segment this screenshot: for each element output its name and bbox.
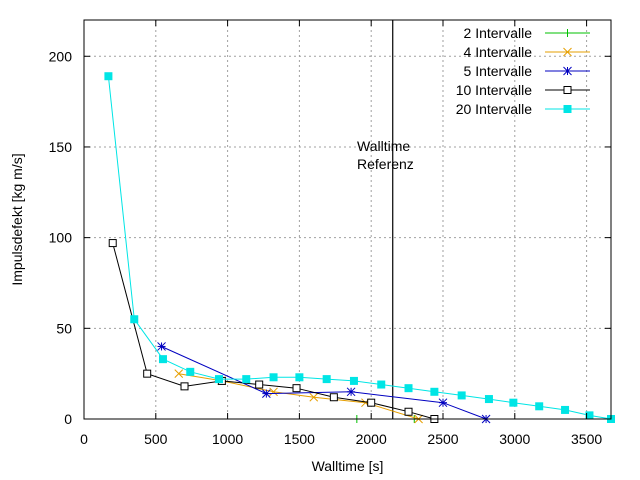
data-point — [292, 384, 301, 393]
data-point — [430, 387, 439, 396]
legend-marker — [563, 66, 572, 76]
data-point — [269, 387, 278, 397]
data-point — [214, 375, 223, 384]
tick-layer: 0 500 1000 1500 2000 2500 3000 3500 0 50 100 150 200 — [49, 20, 611, 447]
data-point — [157, 342, 166, 351]
data-point — [346, 387, 356, 397]
legend-entry: 10 Intervalle — [456, 82, 590, 98]
y-tick-label: 100 — [49, 230, 73, 246]
x-tick-label: 1000 — [212, 431, 243, 447]
legend-marker — [563, 47, 572, 57]
series-4 — [108, 239, 439, 423]
series-layer — [104, 72, 615, 424]
data-point — [404, 384, 413, 393]
legend-label: 2 Intervalle — [464, 25, 533, 41]
x-tick-label: 2000 — [356, 431, 387, 447]
data-point — [484, 395, 493, 404]
legend-label: 20 Intervalle — [456, 101, 532, 117]
data-point — [130, 315, 139, 324]
x-tick-label: 2500 — [427, 431, 458, 447]
x-tick-label: 3000 — [499, 431, 530, 447]
y-axis-label: Impulsdefekt [kg m/s] — [9, 153, 25, 285]
series-line — [107, 76, 612, 420]
data-point — [535, 402, 544, 411]
x-axis-label: Walltime [s] — [312, 458, 384, 474]
legend-label: 10 Intervalle — [456, 82, 532, 98]
x-tick-label: 3500 — [571, 431, 602, 447]
x-tick-label: 0 — [80, 431, 88, 447]
legend-entry: 4 Intervalle — [464, 44, 590, 60]
data-point — [561, 405, 570, 414]
data-point — [329, 393, 338, 402]
data-point — [349, 376, 358, 385]
legend-entry: 5 Intervalle — [464, 63, 590, 79]
x-tick-label: 1500 — [284, 431, 315, 447]
data-point — [509, 398, 518, 407]
data-point — [143, 369, 152, 378]
data-point — [108, 239, 117, 248]
legend-marker — [563, 86, 572, 94]
data-point — [262, 389, 271, 398]
data-point — [242, 375, 251, 384]
reference-annotation-line1: Walltime — [357, 138, 410, 154]
series-5 — [104, 72, 615, 423]
data-point — [295, 373, 304, 382]
data-point — [269, 373, 278, 382]
legend-marker — [563, 29, 572, 37]
legend-label: 4 Intervalle — [464, 44, 533, 60]
y-tick-label: 200 — [49, 48, 73, 64]
y-tick-label: 50 — [56, 320, 72, 336]
legend-label: 5 Intervalle — [464, 63, 533, 79]
series-line — [112, 242, 435, 420]
reference-annotation-line2: Referenz — [357, 156, 414, 172]
y-tick-label: 0 — [64, 411, 72, 427]
data-point — [457, 391, 466, 400]
legend-marker — [563, 105, 572, 113]
data-point — [255, 380, 264, 389]
data-point — [104, 72, 113, 81]
y-tick-label: 150 — [49, 139, 73, 155]
legend-entry: 20 Intervalle — [456, 101, 590, 117]
x-tick-label: 500 — [144, 431, 168, 447]
data-point — [367, 398, 376, 407]
plot-frame — [83, 19, 612, 420]
data-point — [404, 407, 413, 416]
legend: 2 Intervalle 4 Intervalle 5 Intervalle 10 I… — [456, 25, 590, 117]
data-point — [377, 380, 386, 389]
data-point — [158, 355, 167, 364]
data-point — [322, 375, 331, 384]
grid-layer — [84, 20, 611, 419]
data-point — [438, 398, 448, 408]
data-point — [186, 367, 195, 376]
data-point — [309, 392, 319, 402]
legend-entry: 2 Intervalle — [464, 25, 590, 41]
data-point — [174, 369, 184, 379]
data-point — [180, 382, 189, 391]
